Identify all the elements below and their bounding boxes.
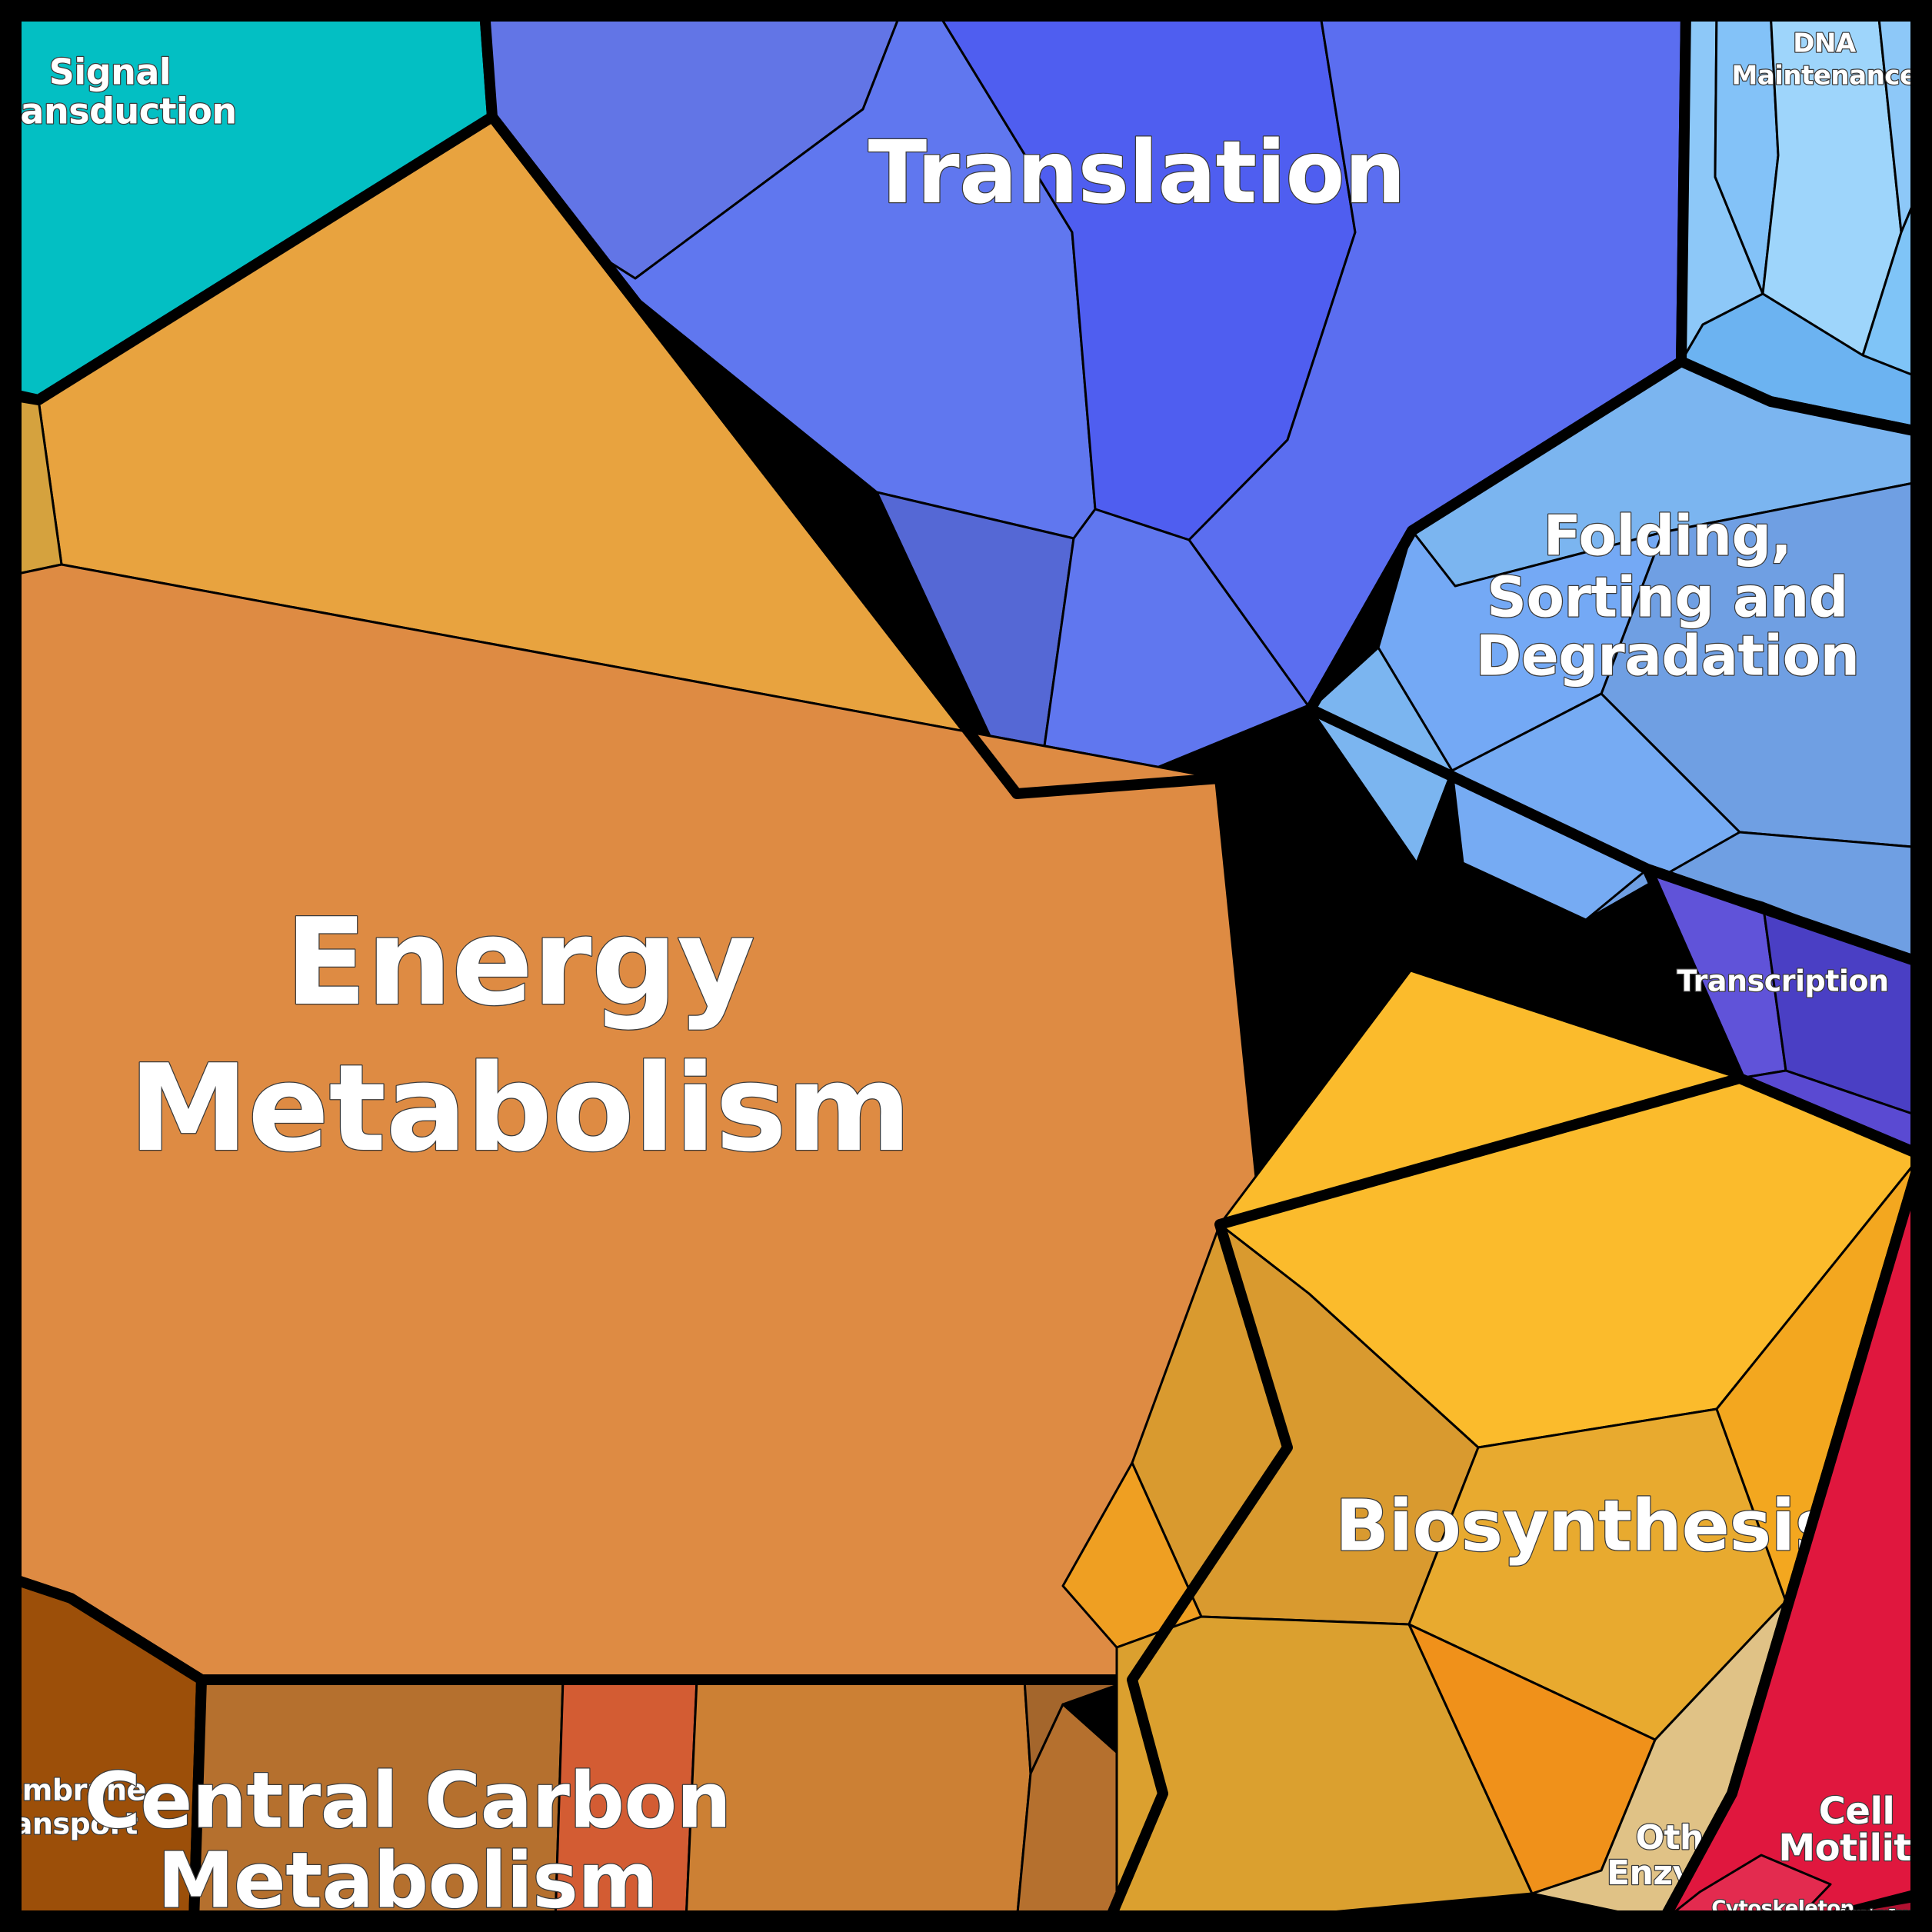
group-dna-maintenance[interactable]: DNA Maintenance xyxy=(1676,5,1927,438)
group-energy-metabolism[interactable]: Energy Metabolism xyxy=(5,112,1293,1685)
group-label-line: Biosynthesis xyxy=(1335,1484,1837,1567)
group-label-line: Transcription xyxy=(1677,964,1888,998)
group-label-line: Transport xyxy=(0,1807,138,1841)
group-label-line: Sorting and xyxy=(1487,565,1848,630)
leaf-cell[interactable] xyxy=(685,1678,1032,1923)
group-label-line: Transduction xyxy=(0,91,237,132)
group-label-line: Motility xyxy=(1778,1827,1932,1870)
group-translation[interactable]: Translation xyxy=(479,5,1691,813)
group-folding-sorting-degradation[interactable]: Folding, Sorting and Degradation xyxy=(1305,356,1927,968)
group-central-carbon-metabolism[interactable]: Central Carbon Metabolism xyxy=(83,1674,1168,1927)
group-biosynthesis[interactable]: Biosynthesis Other Enzymes xyxy=(1061,969,1927,1927)
group-label-line: Metabolism xyxy=(128,1038,911,1178)
leaf-cell[interactable] xyxy=(1309,646,1454,864)
group-label-line: Maintenance xyxy=(1731,61,1917,92)
group-label-line: Translation xyxy=(868,123,1405,223)
group-label-line: Degradation xyxy=(1476,624,1860,688)
group-label-line: DNA xyxy=(1793,28,1857,59)
group-label-line: Energy xyxy=(285,892,755,1032)
group-label-line: Folding, xyxy=(1544,504,1792,568)
group-label-line: Signal xyxy=(49,52,171,93)
group-label-line: Cell xyxy=(1819,1790,1895,1833)
group-label-line: Central Carbon xyxy=(85,1755,731,1845)
group-label-line: Membrane xyxy=(0,1774,146,1807)
